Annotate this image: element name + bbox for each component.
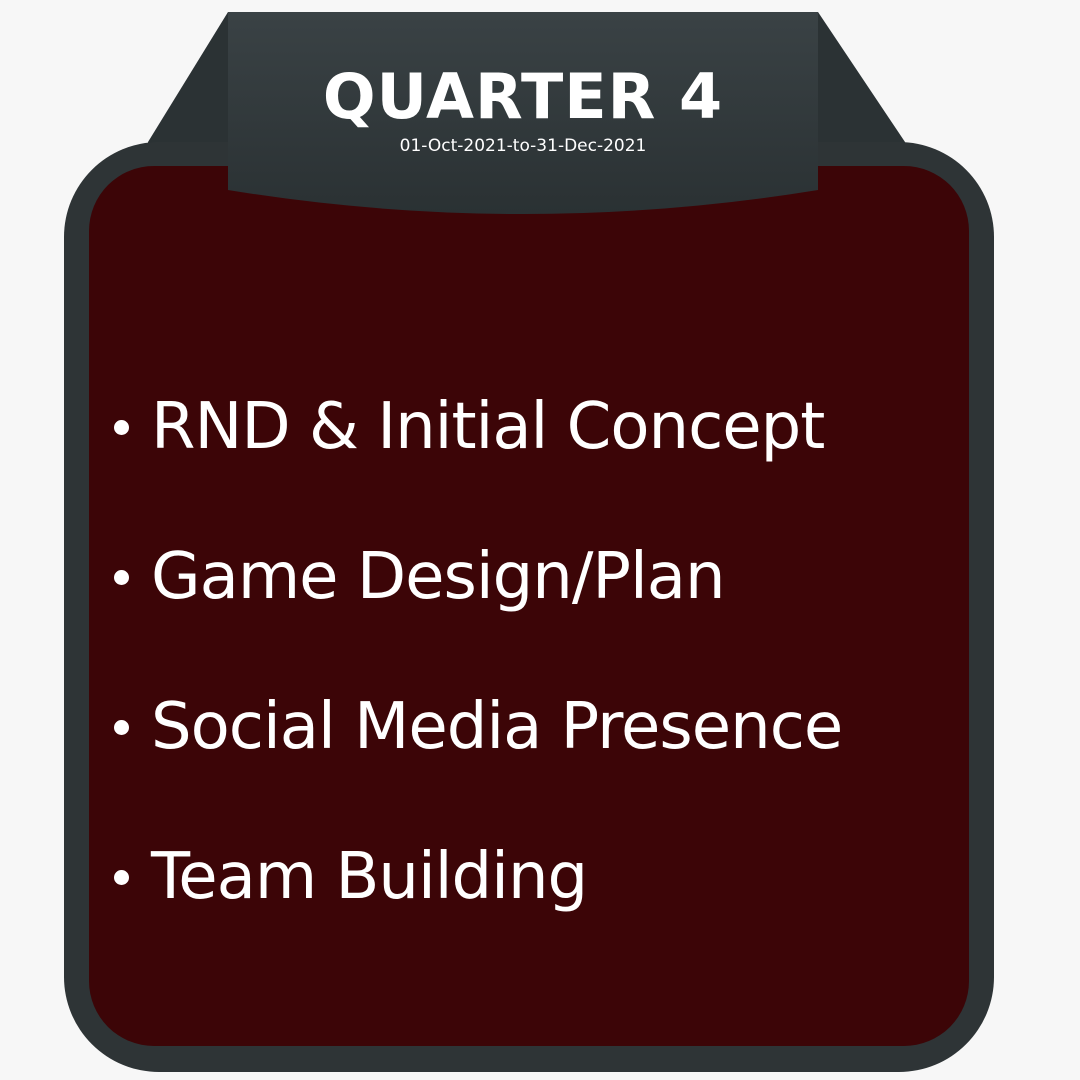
content-panel — [89, 166, 969, 1046]
list-item-label: Social Media Presence — [151, 690, 843, 764]
list-item: Social Media Presence — [114, 652, 974, 802]
list-item-label: Game Design/Plan — [151, 540, 726, 614]
list-item-label: Team Building — [151, 840, 588, 914]
list-item: Game Design/Plan — [114, 502, 974, 652]
title-banner — [228, 12, 818, 214]
bullet-icon — [114, 419, 129, 435]
milestone-list: RND & Initial Concept Game Design/Plan S… — [114, 352, 974, 952]
bullet-icon — [114, 569, 129, 585]
bullet-icon — [114, 869, 129, 885]
bullet-icon — [114, 719, 129, 735]
list-item: Team Building — [114, 802, 974, 952]
list-item: RND & Initial Concept — [114, 352, 974, 502]
list-item-label: RND & Initial Concept — [151, 390, 825, 464]
quarter-title: QUARTER 4 — [322, 60, 724, 133]
banner-text: QUARTER 4 01-Oct-2021-to-31-Dec-2021 — [228, 60, 818, 156]
date-range: 01-Oct-2021-to-31-Dec-2021 — [399, 136, 647, 156]
